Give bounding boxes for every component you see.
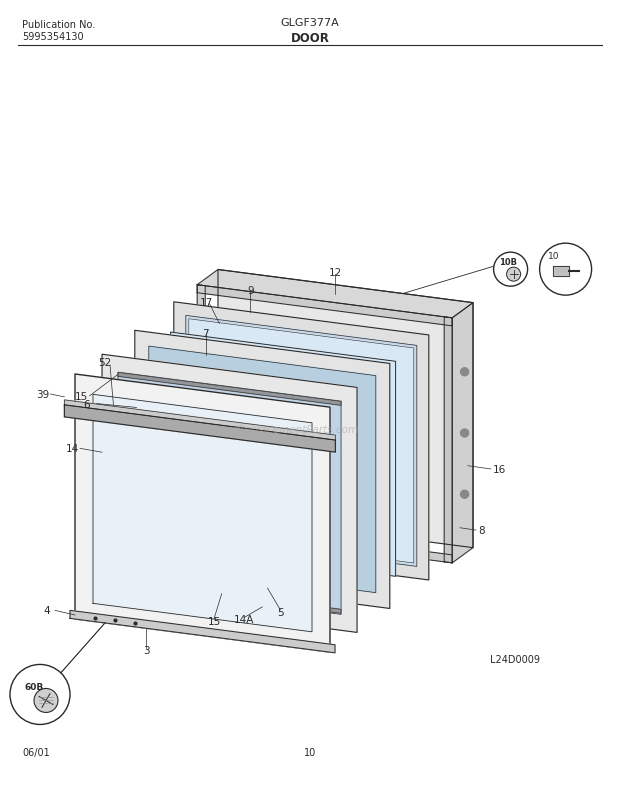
- Text: Publication No.: Publication No.: [22, 20, 95, 30]
- Text: 3: 3: [143, 646, 149, 655]
- Text: 17: 17: [200, 298, 213, 307]
- Circle shape: [34, 689, 58, 712]
- Polygon shape: [452, 303, 473, 563]
- Polygon shape: [93, 395, 312, 632]
- Polygon shape: [64, 405, 335, 452]
- Text: 7: 7: [203, 329, 209, 338]
- Text: 8: 8: [478, 525, 485, 536]
- Text: 6: 6: [83, 399, 90, 409]
- Text: L24D0009: L24D0009: [490, 654, 540, 664]
- Polygon shape: [118, 373, 341, 406]
- Polygon shape: [149, 346, 376, 593]
- Circle shape: [461, 368, 469, 376]
- Text: 52: 52: [99, 358, 112, 367]
- Circle shape: [461, 491, 469, 499]
- Polygon shape: [64, 400, 335, 440]
- Text: 10: 10: [304, 747, 316, 757]
- Text: 4: 4: [43, 606, 50, 616]
- Polygon shape: [118, 581, 341, 614]
- Text: 60B: 60B: [24, 682, 43, 691]
- Polygon shape: [197, 270, 473, 318]
- Circle shape: [461, 430, 469, 437]
- Polygon shape: [174, 302, 429, 580]
- Polygon shape: [150, 582, 349, 613]
- Circle shape: [539, 244, 591, 296]
- Polygon shape: [552, 267, 569, 277]
- Polygon shape: [118, 373, 341, 614]
- Text: 15: 15: [208, 616, 221, 626]
- Polygon shape: [136, 367, 352, 599]
- Text: 10: 10: [548, 251, 559, 261]
- Polygon shape: [102, 354, 357, 633]
- Polygon shape: [444, 318, 452, 563]
- Polygon shape: [70, 610, 335, 653]
- Text: GLGF377A: GLGF377A: [281, 18, 339, 28]
- Polygon shape: [135, 331, 390, 609]
- Circle shape: [507, 268, 521, 282]
- Polygon shape: [197, 286, 452, 326]
- Polygon shape: [189, 319, 414, 563]
- Polygon shape: [170, 333, 396, 577]
- Text: eReplacementParts.com: eReplacementParts.com: [231, 424, 358, 435]
- Text: 5: 5: [277, 607, 283, 617]
- Polygon shape: [186, 316, 417, 567]
- Polygon shape: [75, 375, 330, 652]
- Text: 12: 12: [329, 267, 342, 277]
- Polygon shape: [120, 450, 153, 513]
- Polygon shape: [197, 286, 205, 531]
- Text: 5995354130: 5995354130: [22, 32, 84, 42]
- Text: 9: 9: [247, 286, 254, 295]
- Text: 10B: 10B: [498, 257, 516, 266]
- Text: DOOR: DOOR: [291, 32, 329, 45]
- Text: 15: 15: [75, 391, 88, 401]
- Polygon shape: [218, 270, 473, 548]
- Polygon shape: [154, 407, 199, 511]
- Text: 16: 16: [493, 464, 506, 474]
- Text: 14: 14: [66, 444, 79, 454]
- Polygon shape: [197, 522, 452, 563]
- Text: 14A: 14A: [234, 614, 255, 625]
- Text: 39: 39: [36, 390, 49, 399]
- Circle shape: [494, 253, 528, 287]
- Circle shape: [10, 665, 70, 724]
- Text: 06/01: 06/01: [22, 747, 50, 757]
